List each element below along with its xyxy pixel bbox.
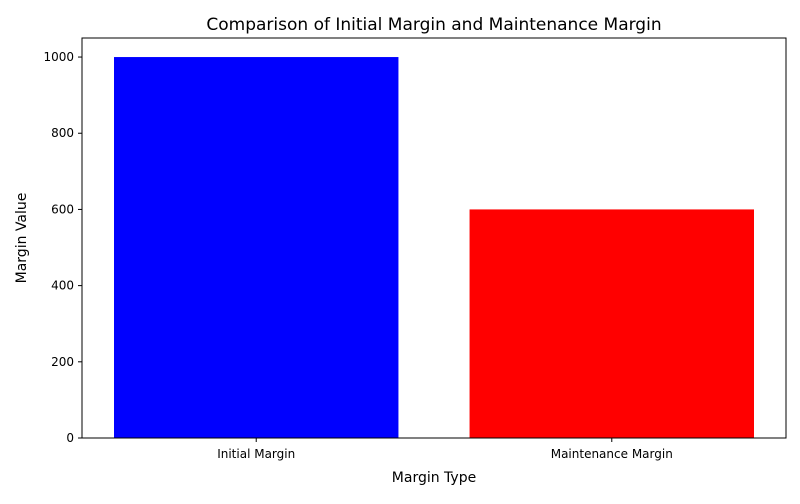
bar-initial-margin <box>114 57 399 439</box>
x-axis-ticks: Initial Margin Maintenance Margin <box>217 438 673 461</box>
y-tick-label: 400 <box>51 279 74 293</box>
plot-frame <box>81 37 787 439</box>
chart-title: Comparison of Initial Margin and Mainten… <box>206 15 661 35</box>
bars-layer <box>114 57 754 439</box>
y-tick-label: 800 <box>51 126 74 140</box>
y-tick-label: 600 <box>51 202 74 216</box>
y-axis-ticks: 0 200 400 600 800 1000 <box>43 50 82 445</box>
y-tick-label: 0 <box>66 431 74 445</box>
y-tick-label: 200 <box>51 355 74 369</box>
bar-maintenance-margin <box>469 209 754 438</box>
y-tick-label: 1000 <box>43 50 74 64</box>
y-axis-label: Margin Value <box>14 193 30 284</box>
x-tick-label: Initial Margin <box>217 447 295 461</box>
x-tick-label: Maintenance Margin <box>551 447 673 461</box>
x-axis-label: Margin Type <box>392 470 476 486</box>
